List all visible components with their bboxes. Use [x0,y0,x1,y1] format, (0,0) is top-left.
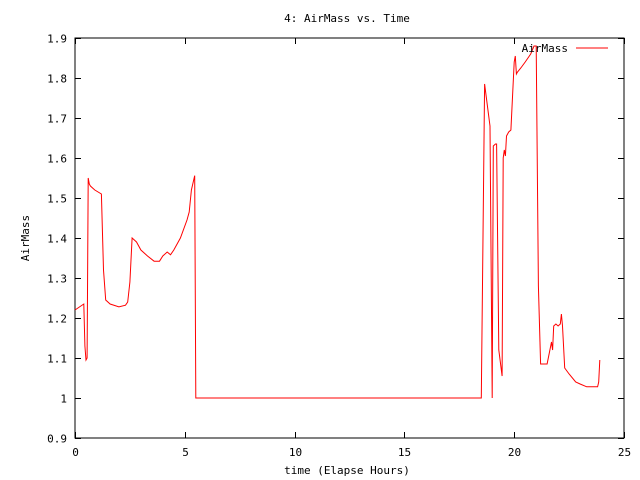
x-tick-label: 20 [508,446,521,459]
y-tick-label: 1 [60,393,67,406]
y-tick-label: 1.2 [47,313,67,326]
series-line-airmass [74,45,601,399]
x-axis-label: time (Elapse Hours) [284,464,410,477]
series-group [74,45,601,399]
y-tick-label: 1.3 [47,273,67,286]
y-axis-label: AirMass [19,215,32,261]
x-tick-label: 5 [182,446,189,459]
y-tick-label: 0.9 [47,433,67,446]
chart-title: 4: AirMass vs. Time [284,12,410,25]
x-tick-label: 10 [289,446,302,459]
axes-group: 0.9 1 1.1 1.2 1.3 1.4 1.5 1.6 1.7 1.8 1.9 0 5 10 15 20 2… [47,33,631,460]
x-tick-label: 0 [72,446,79,459]
legend: AirMass [522,42,608,55]
y-tick-label: 1.6 [47,153,67,166]
y-tick-label: 1.5 [47,193,67,206]
y-tick-label: 1.9 [47,33,67,46]
legend-label: AirMass [522,42,568,55]
x-tick-label: 25 [618,446,631,459]
y-tick-label: 1.1 [47,353,67,366]
y-tick-label: 1.4 [47,233,67,246]
y-tick-label: 1.7 [47,113,67,126]
y-tick-label: 1.8 [47,73,67,86]
x-tick-label: 15 [398,446,411,459]
